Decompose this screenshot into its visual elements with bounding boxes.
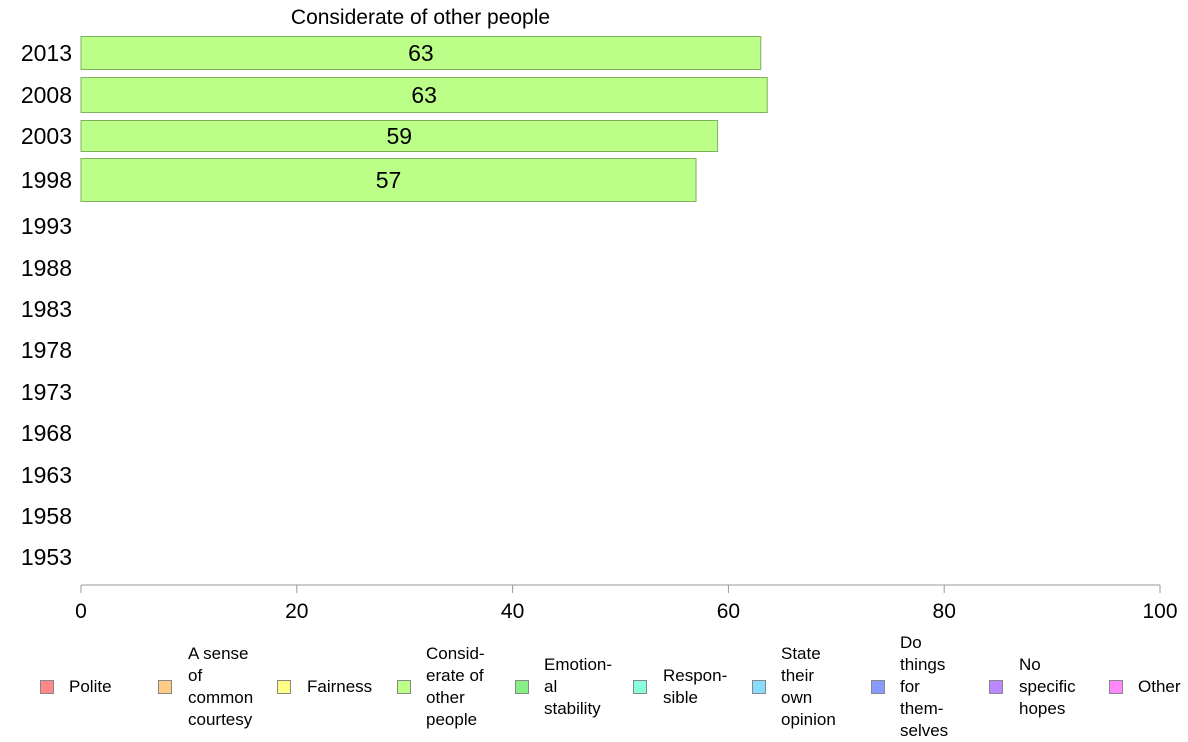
legend-swatch (633, 680, 647, 694)
legend-label: Do things for them- selves (900, 633, 949, 740)
legend-label: Consid- erate of other people (426, 644, 485, 729)
legend-label: State their own opinion (781, 644, 836, 729)
bar (80, 158, 697, 202)
legend-swatch (989, 680, 1003, 694)
legend-swatch (1109, 680, 1123, 694)
x-tick-label: 80 (933, 600, 956, 623)
x-tick-label: 40 (501, 600, 524, 623)
bar-value-label: 57 (376, 167, 402, 193)
y-tick-label: 1993 (21, 213, 72, 239)
y-tick-label: 1968 (21, 420, 72, 446)
legend-label: A sense of common courtesy (188, 644, 254, 729)
y-tick-label: 2013 (21, 40, 72, 66)
legend: Polite A sense of common courtesy Fairness… (0, 633, 1188, 740)
y-tick-label: 1958 (21, 503, 72, 529)
bar-value-label: 63 (411, 82, 437, 108)
legend-label: Fairness (307, 677, 373, 696)
legend-swatch (277, 680, 291, 694)
legend-swatch (871, 680, 885, 694)
x-tick-label: 20 (285, 600, 308, 623)
bar-value-label: 59 (387, 123, 413, 149)
bar (80, 77, 768, 113)
bar-value-label: 63 (408, 40, 434, 66)
x-tick-label: 60 (717, 600, 740, 623)
legend-label: Polite (69, 677, 112, 696)
bar-chart: 2013 2008 2003 1998 1993 1988 1983 1978 1973 1968… (21, 36, 1178, 623)
legend-label: Emotion- al stability (544, 655, 613, 718)
legend-swatch (515, 680, 529, 694)
legend-swatch (158, 680, 172, 694)
legend-swatch (752, 680, 766, 694)
legend-label: Other (1138, 677, 1181, 696)
chart-title: Considerate of other people (290, 6, 551, 29)
y-tick-label: 1978 (21, 337, 72, 363)
y-tick-label: 1988 (21, 255, 72, 281)
legend-swatch (40, 680, 54, 694)
y-tick-label: 1963 (21, 462, 72, 488)
legend-label: No specific hopes (1019, 655, 1076, 718)
x-tick-label: 0 (75, 600, 87, 623)
legend-swatch (397, 680, 411, 694)
bar (80, 120, 719, 152)
bar (80, 36, 762, 70)
x-tick-label: 100 (1142, 600, 1177, 623)
y-tick-label: 2008 (21, 82, 72, 108)
y-tick-label: 1973 (21, 379, 72, 405)
y-tick-label: 1998 (21, 167, 72, 193)
legend-label: Respon- sible (663, 666, 728, 707)
y-tick-label: 1983 (21, 296, 72, 322)
y-tick-label: 2003 (21, 123, 72, 149)
y-tick-label: 1953 (21, 544, 72, 570)
